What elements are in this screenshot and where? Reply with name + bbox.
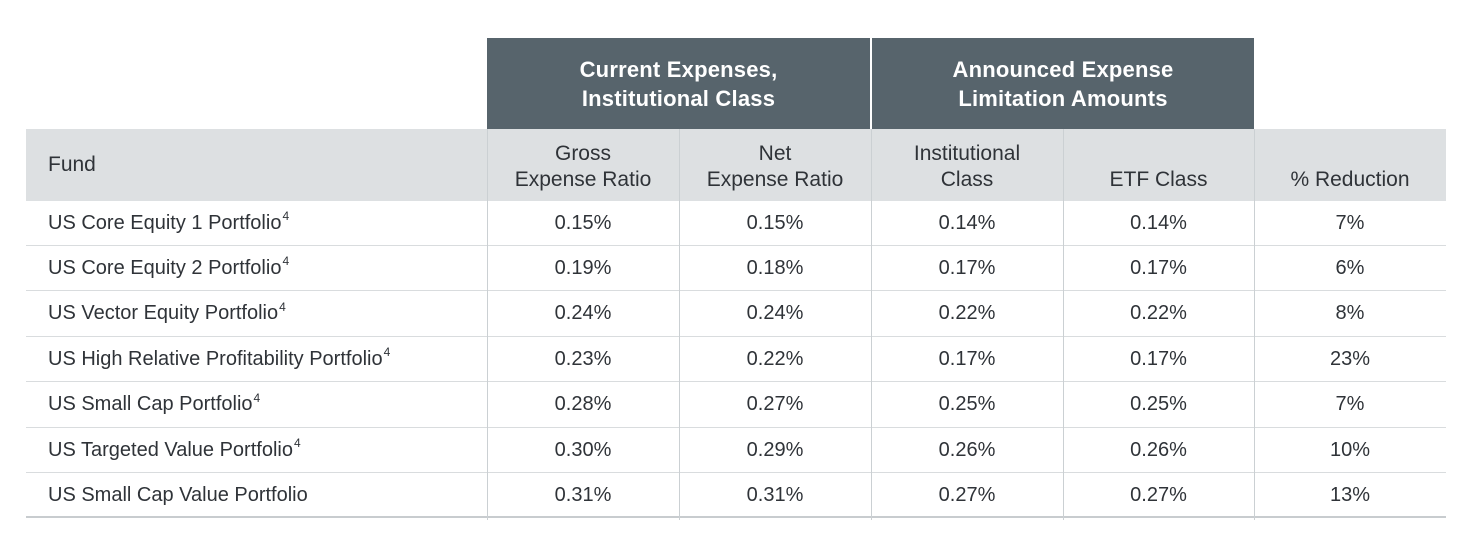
cell-gross-expense-ratio: 0.19% bbox=[554, 256, 612, 279]
column-divider bbox=[679, 129, 680, 520]
cell-institutional-class: 0.22% bbox=[938, 302, 996, 325]
column-header-gross-expense-ratio: Gross Expense Ratio bbox=[514, 142, 652, 191]
cell-fund-name: US Core Equity 1 Portfolio 4 bbox=[26, 201, 487, 245]
table-row: US Core Equity 2 Portfolio 4 0.19% 0.18% 0.1… bbox=[26, 246, 1446, 292]
cell-reduction: 8% bbox=[1335, 302, 1365, 325]
cell-net-expense-ratio: 0.31% bbox=[746, 483, 804, 506]
cell-fund-name: US Targeted Value Portfolio 4 bbox=[26, 428, 487, 472]
table-row: US Vector Equity Portfolio 4 0.24% 0.24% 0.2… bbox=[26, 292, 1446, 337]
cell-gross-expense-ratio: 0.15% bbox=[554, 211, 612, 234]
cell-reduction: 23% bbox=[1329, 347, 1371, 370]
cell-gross-expense-ratio: 0.30% bbox=[554, 438, 612, 461]
cell-net-expense-ratio: 0.24% bbox=[746, 302, 804, 325]
cell-net-expense-ratio: 0.15% bbox=[746, 211, 804, 234]
cell-institutional-class: 0.14% bbox=[938, 211, 996, 234]
cell-reduction: 10% bbox=[1329, 438, 1371, 461]
footnote-marker: 4 bbox=[253, 390, 261, 405]
fund-name-text: US Vector Equity Portfolio bbox=[48, 302, 279, 325]
cell-etf-class: 0.27% bbox=[1130, 483, 1187, 506]
cell-reduction: 13% bbox=[1329, 483, 1371, 506]
cell-net-expense-ratio: 0.29% bbox=[746, 438, 804, 461]
column-header-net-expense-ratio: Net Expense Ratio bbox=[706, 142, 844, 191]
cell-net-expense-ratio: 0.27% bbox=[746, 393, 804, 416]
fund-name-text: US High Relative Profitability Portfolio bbox=[48, 347, 383, 370]
cell-gross-expense-ratio: 0.23% bbox=[554, 347, 612, 370]
cell-institutional-class: 0.25% bbox=[938, 393, 996, 416]
column-header-institutional-class: Institutional Class bbox=[913, 142, 1021, 191]
cell-reduction: 7% bbox=[1335, 393, 1365, 416]
fund-name-text: US Small Cap Value Portfolio bbox=[48, 483, 308, 506]
table-row: US Targeted Value Portfolio 4 0.30% 0.29% 0.… bbox=[26, 428, 1446, 473]
cell-net-expense-ratio: 0.18% bbox=[746, 256, 804, 279]
cell-fund-name: US Small Cap Value Portfolio bbox=[26, 473, 487, 517]
column-divider bbox=[1063, 129, 1064, 520]
cell-gross-expense-ratio: 0.31% bbox=[554, 483, 612, 506]
fund-name-text: US Core Equity 1 Portfolio bbox=[48, 211, 282, 234]
cell-etf-class: 0.22% bbox=[1130, 302, 1187, 325]
table-row: US High Relative Profitability Portfolio… bbox=[26, 337, 1446, 383]
footnote-marker: 4 bbox=[279, 299, 286, 314]
cell-gross-expense-ratio: 0.24% bbox=[554, 302, 612, 325]
column-header-band bbox=[26, 129, 1446, 201]
cell-institutional-class: 0.26% bbox=[938, 438, 996, 461]
column-divider bbox=[871, 129, 872, 520]
cell-etf-class: 0.26% bbox=[1130, 438, 1187, 461]
cell-institutional-class: 0.17% bbox=[938, 256, 996, 279]
cell-etf-class: 0.17% bbox=[1130, 256, 1187, 279]
group-header-announced-limitation: Announced Expense Limitation Amounts bbox=[872, 38, 1254, 129]
footnote-marker: 4 bbox=[282, 209, 290, 223]
cell-etf-class: 0.25% bbox=[1130, 393, 1187, 416]
cell-institutional-class: 0.17% bbox=[938, 347, 996, 370]
cell-fund-name: US Vector Equity Portfolio 4 bbox=[26, 292, 487, 336]
fund-name-text: US Targeted Value Portfolio bbox=[48, 438, 293, 461]
footnote-marker: 4 bbox=[383, 345, 391, 360]
table-row: US Small Cap Portfolio 4 0.28% 0.27% 0.25% 0.… bbox=[26, 383, 1446, 428]
column-divider bbox=[487, 129, 488, 520]
cell-reduction: 6% bbox=[1335, 256, 1365, 279]
cell-fund-name: US High Relative Profitability Portfolio… bbox=[26, 337, 487, 381]
column-divider bbox=[1254, 129, 1255, 520]
fund-name-text: US Small Cap Portfolio bbox=[48, 393, 253, 416]
cell-institutional-class: 0.27% bbox=[938, 483, 996, 506]
cell-gross-expense-ratio: 0.28% bbox=[554, 393, 612, 416]
cell-fund-name: US Small Cap Portfolio 4 bbox=[26, 383, 487, 427]
footnote-marker: 4 bbox=[293, 436, 301, 450]
fund-name-text: US Core Equity 2 Portfolio bbox=[48, 256, 282, 279]
cell-reduction: 7% bbox=[1335, 211, 1365, 234]
group-header-current-expenses: Current Expenses, Institutional Class bbox=[487, 38, 870, 129]
cell-etf-class: 0.17% bbox=[1130, 347, 1187, 370]
table-row: US Small Cap Value Portfolio 0.31% 0.31% 0.… bbox=[26, 473, 1446, 519]
cell-net-expense-ratio: 0.22% bbox=[746, 347, 804, 370]
column-header-fund: Fund bbox=[48, 153, 96, 176]
column-header-etf-class: ETF Class bbox=[1109, 168, 1208, 191]
cell-etf-class: 0.14% bbox=[1130, 211, 1187, 234]
footnote-marker: 4 bbox=[282, 254, 290, 269]
table-row: US Core Equity 1 Portfolio 4 0.15% 0.15% 0.1… bbox=[26, 201, 1446, 246]
column-header-reduction: % Reduction bbox=[1290, 168, 1410, 191]
cell-fund-name: US Core Equity 2 Portfolio 4 bbox=[26, 246, 487, 290]
